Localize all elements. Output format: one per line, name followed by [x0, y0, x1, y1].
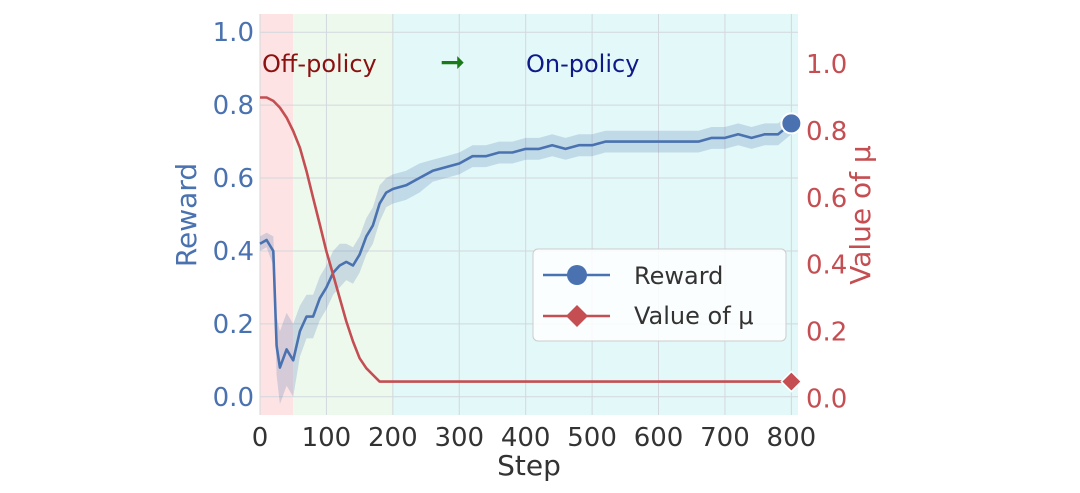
phase-arrow: ➞: [440, 45, 465, 80]
y-tick-label-left: 0.0: [213, 383, 254, 413]
y-tick-label-right: 0.2: [806, 317, 847, 347]
y-axis-label-right: Value of μ: [844, 145, 877, 285]
legend-label-mu: Value of μ: [634, 302, 754, 330]
x-tick-label: 100: [302, 423, 352, 453]
phase-region-2: [392, 14, 798, 415]
x-axis-label: Step: [497, 449, 561, 482]
y-tick-label-right: 0.4: [806, 251, 847, 281]
y-tick-label-left: 0.8: [213, 91, 254, 121]
phase-label-off-policy: Off-policy: [262, 50, 377, 78]
mu-end-marker: [780, 370, 803, 393]
y-tick-label-left: 0.2: [213, 310, 254, 340]
x-tick-label: 300: [434, 423, 484, 453]
legend-marker-reward: [567, 265, 587, 285]
legend: Reward Value of μ: [532, 248, 787, 342]
legend-label-reward: Reward: [634, 262, 723, 290]
x-tick-label: 200: [368, 423, 418, 453]
y-tick-label-left: 1.0: [213, 18, 254, 48]
y-tick-label-right: 0.0: [806, 384, 847, 414]
legend-marker-mu: [566, 305, 588, 327]
y-tick-label-right: 0.8: [806, 117, 847, 147]
series-line-reward: [259, 122, 793, 369]
reward-end-marker: [780, 112, 803, 135]
y-axis-label-left: Reward: [170, 163, 203, 267]
x-tick-label: 800: [767, 423, 817, 453]
x-tick-label: 700: [700, 423, 750, 453]
y-tick-label-right: 1.0: [806, 50, 847, 80]
series-line-mu: [260, 96, 792, 383]
x-tick-label: 400: [501, 423, 551, 453]
phase-label-on-policy: On-policy: [526, 50, 639, 78]
y-tick-label-right: 0.6: [806, 184, 847, 214]
x-tick-label: 0: [252, 423, 269, 453]
x-tick-label: 500: [567, 423, 617, 453]
x-tick-label: 600: [634, 423, 684, 453]
reward-confidence-band: [260, 112, 792, 405]
y-tick-label-left: 0.6: [213, 164, 254, 194]
y-tick-label-left: 0.4: [213, 237, 254, 267]
